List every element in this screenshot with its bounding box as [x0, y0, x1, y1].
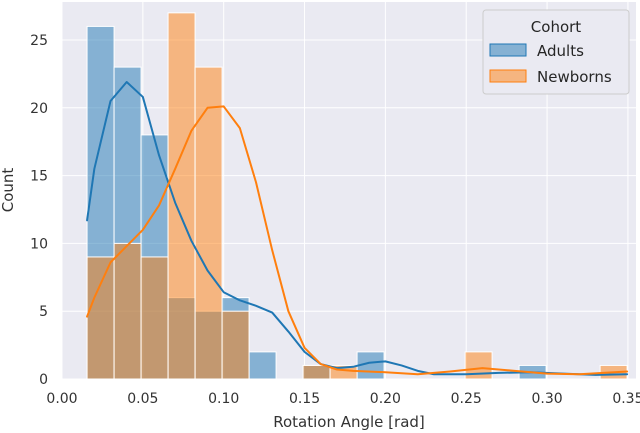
newborns-bar	[302, 364, 331, 380]
x-tick-label: 0.00	[46, 391, 77, 407]
legend: Cohort Adults Newborns	[482, 9, 630, 95]
legend-label-newborns: Newborns	[537, 68, 612, 86]
x-tick-label: 0.30	[531, 391, 562, 407]
x-tick-label: 0.35	[612, 391, 640, 407]
y-tick-label: 10	[30, 236, 48, 252]
x-tick-label: 0.05	[127, 391, 158, 407]
y-tick-labels: 0 5 10 15 20 25	[30, 33, 48, 388]
kde-curves	[86, 81, 629, 376]
adults-kde-line	[86, 81, 629, 376]
newborns-bar	[113, 242, 142, 380]
x-axis-label: Rotation Angle [rad]	[273, 413, 425, 431]
newborns-kde-line	[86, 105, 629, 376]
legend-swatch-newborns	[489, 69, 527, 83]
y-tick-label: 15	[30, 169, 48, 185]
x-tick-label: 0.25	[451, 391, 482, 407]
legend-swatch-adults	[489, 43, 527, 57]
newborns-bar	[140, 256, 169, 380]
x-tick-label: 0.15	[289, 391, 320, 407]
legend-label-adults: Adults	[537, 42, 584, 60]
newborns-bar	[86, 256, 115, 380]
newborns-bar	[194, 66, 223, 380]
x-tick-labels: 0.00 0.05 0.10 0.15 0.20 0.25 0.30 0.35	[46, 391, 640, 407]
adults-bar	[248, 351, 277, 380]
legend-title: Cohort	[531, 18, 582, 36]
y-axis-label: Count	[0, 168, 17, 213]
y-tick-label: 0	[39, 372, 48, 388]
y-tick-label: 5	[39, 304, 48, 320]
y-tick-label: 25	[30, 33, 48, 49]
x-tick-label: 0.20	[370, 391, 401, 407]
x-tick-label: 0.10	[208, 391, 239, 407]
newborns-bar	[221, 310, 250, 380]
y-tick-label: 20	[30, 101, 48, 117]
